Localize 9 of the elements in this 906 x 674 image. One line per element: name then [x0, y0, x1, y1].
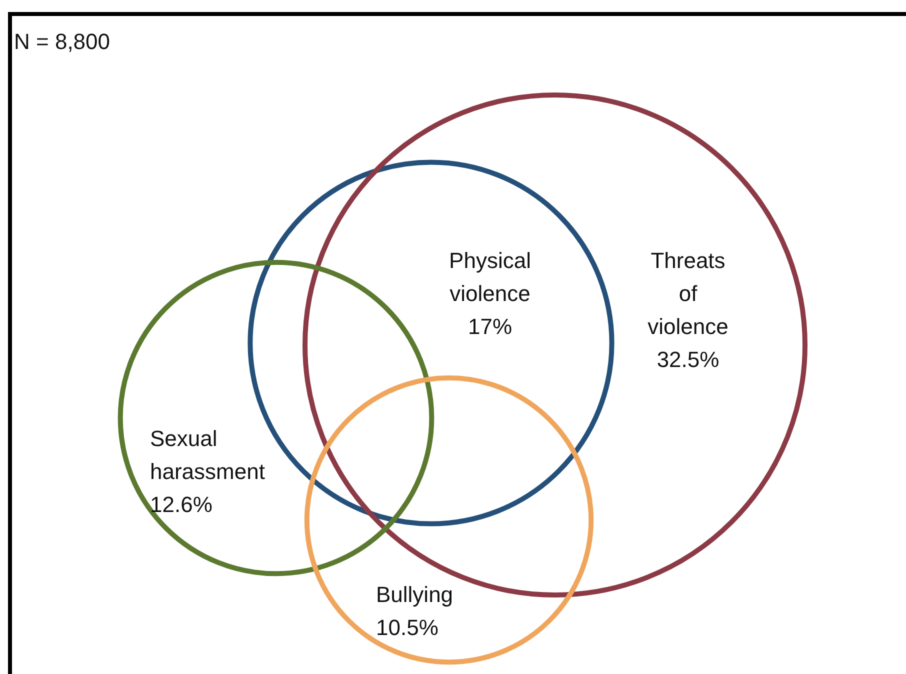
- text: N = 8,800: [14, 29, 110, 54]
- category-label: Bullying: [376, 582, 454, 608]
- data-label: 32.5%: [656, 347, 720, 372]
- category-label: Physical violence: [449, 248, 531, 306]
- data-label: 12.6%: [150, 492, 212, 518]
- category-label: Threats of violence: [648, 248, 728, 340]
- data-label: 10.5%: [376, 615, 438, 640]
- category-label: Sexual harassment: [150, 426, 265, 484]
- data-label: 17%: [468, 314, 512, 340]
